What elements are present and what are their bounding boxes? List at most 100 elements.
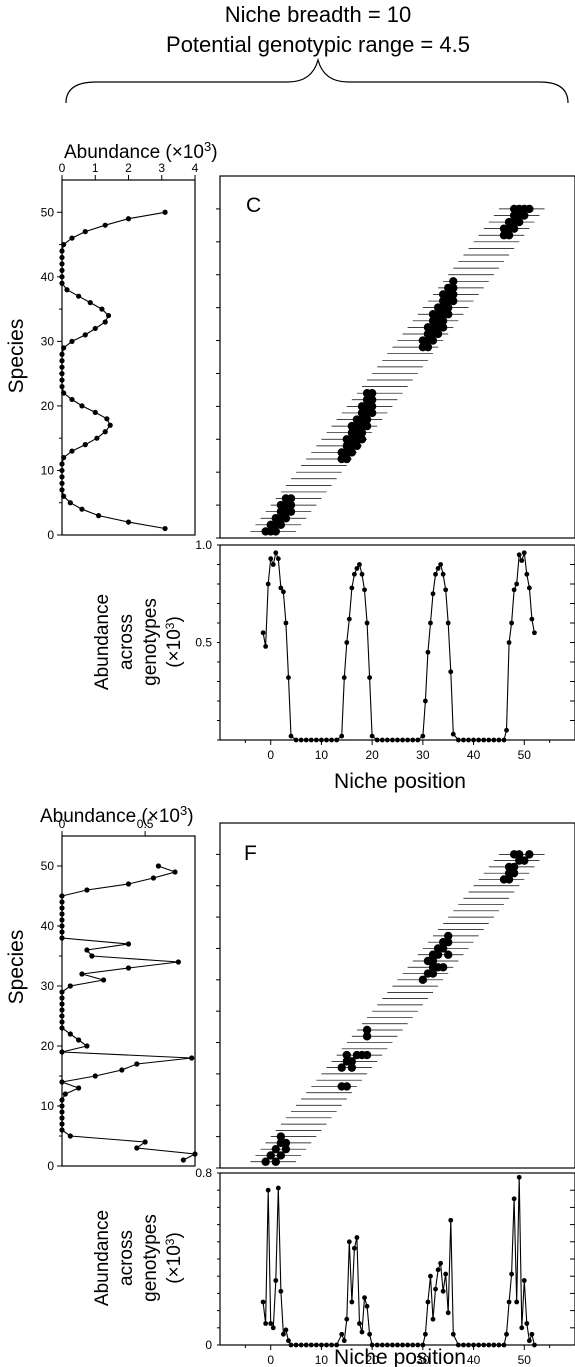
genotype-abundance-point [369, 733, 375, 739]
genotype-abundance-point [275, 556, 281, 562]
abundance-point [59, 377, 65, 383]
abundance-point [76, 1085, 82, 1091]
genotype-abundance-point [526, 1338, 532, 1344]
genotype-abundance-point [275, 1185, 281, 1191]
genotype-point [367, 408, 377, 418]
genotype-point [352, 441, 362, 451]
genotype-abundance-point [448, 669, 454, 675]
genotype-abundance-point [430, 1316, 436, 1322]
genotype-abundance-point [466, 737, 471, 743]
species-label-f: Species [5, 930, 28, 1005]
genotype-abundance-point [532, 1342, 537, 1348]
genotype-abundance-point [425, 649, 431, 655]
svg-text:(×103): (×103) [163, 1232, 185, 1284]
abundance-point [162, 209, 168, 215]
genotype-abundance-point [341, 1338, 347, 1344]
genotype-abundance-point [501, 1342, 507, 1348]
panel-label: F [244, 842, 257, 865]
genotype-abundance-point [506, 1299, 512, 1305]
genotype-abundance-point [298, 1342, 304, 1348]
genotype-point [428, 336, 438, 345]
genotype-point [367, 389, 377, 398]
genotype-abundance-point [521, 1278, 527, 1283]
genotype-point [449, 283, 458, 293]
genotype-point [444, 303, 453, 312]
genotype-abundance-point [359, 571, 365, 577]
genotype-point [509, 862, 519, 872]
abundance-point [64, 287, 70, 293]
genotype-abundance-point [308, 737, 314, 743]
abundance-point [59, 911, 65, 917]
genotype-abundance-point [504, 1331, 509, 1337]
genotype-abundance-point [288, 1342, 294, 1348]
genotype-abundance-point [438, 1260, 444, 1266]
genotype-abundance-point [369, 1342, 375, 1348]
genotype-abundance-point [450, 1331, 456, 1337]
genotype-abundance-point [334, 1342, 340, 1348]
genotype-abundance-point [450, 731, 456, 737]
genotype-abundance-point [280, 589, 286, 595]
genotype-abundance-point [496, 737, 502, 743]
genotype-abundance-point [265, 1187, 271, 1193]
genotype-abundance-point [374, 737, 380, 743]
genotype-point [509, 868, 519, 878]
genotype-abundance-point [519, 558, 525, 563]
genotype-point [433, 950, 443, 959]
abundance-point [59, 254, 65, 261]
abundance-point [100, 977, 107, 983]
abundance-point [59, 1079, 65, 1085]
abundance-point [59, 474, 65, 480]
genotype-abundance-point [341, 675, 347, 680]
genotype-abundance-point [455, 1342, 461, 1348]
y-tick-label: 10 [41, 1099, 55, 1113]
genotype-abundance-point [445, 1310, 451, 1316]
abundance-point [79, 971, 85, 977]
genotype-point [433, 329, 443, 339]
abundance-point [59, 905, 65, 911]
genotype-point [418, 975, 428, 985]
genotype-abundance-point [521, 550, 527, 556]
genotype-point [449, 277, 458, 286]
abundance-point [61, 390, 67, 396]
genotype-point [286, 500, 296, 510]
genotype-point [281, 514, 291, 523]
y-tick-label: 30 [41, 979, 55, 993]
genotype-abundance-point [273, 550, 279, 556]
abundance-point [142, 1139, 148, 1145]
abundance-point [67, 1133, 73, 1139]
genotype-abundance-point [339, 1331, 345, 1337]
genotype-point [342, 1050, 351, 1060]
x-tick-label: 40 [467, 1353, 481, 1367]
genotype-abundance-point [270, 1325, 276, 1331]
genotype-point [504, 231, 514, 240]
x-tick-label: 30 [416, 1353, 430, 1367]
abundance-point [102, 429, 108, 435]
genotype-abundance-point [324, 1342, 329, 1348]
genotype-abundance-point [524, 1321, 530, 1326]
abundance-point [134, 1061, 140, 1067]
genotype-abundance-point [273, 1278, 279, 1283]
svg-text:genotypes: genotypes [140, 1214, 161, 1302]
abundance-point [99, 306, 105, 312]
x-tick-label: 0 [267, 748, 274, 762]
genotype-abundance-point [364, 620, 370, 626]
genotype-point [438, 944, 448, 953]
x-tick-label: 50 [518, 748, 532, 762]
genotype-point [271, 1144, 280, 1154]
abundance-point [84, 887, 90, 893]
genotype-point [357, 428, 367, 437]
x-tick-label: 0.5 [137, 817, 154, 831]
abundance-point [59, 1109, 65, 1115]
x-tick-label: 0 [59, 817, 66, 831]
genotype-abundance-point [334, 737, 340, 743]
genotype-abundance-point [263, 644, 269, 649]
x-tick-label: 1 [92, 161, 99, 175]
abundance-point [69, 448, 75, 454]
abundance-point [59, 1013, 65, 1019]
genotype-abundance-point [319, 737, 324, 743]
genotype-abundance-point [354, 1235, 360, 1240]
genotype-point [342, 1082, 351, 1091]
genotype-abundance-point [313, 737, 319, 743]
abundance-point [59, 280, 65, 286]
